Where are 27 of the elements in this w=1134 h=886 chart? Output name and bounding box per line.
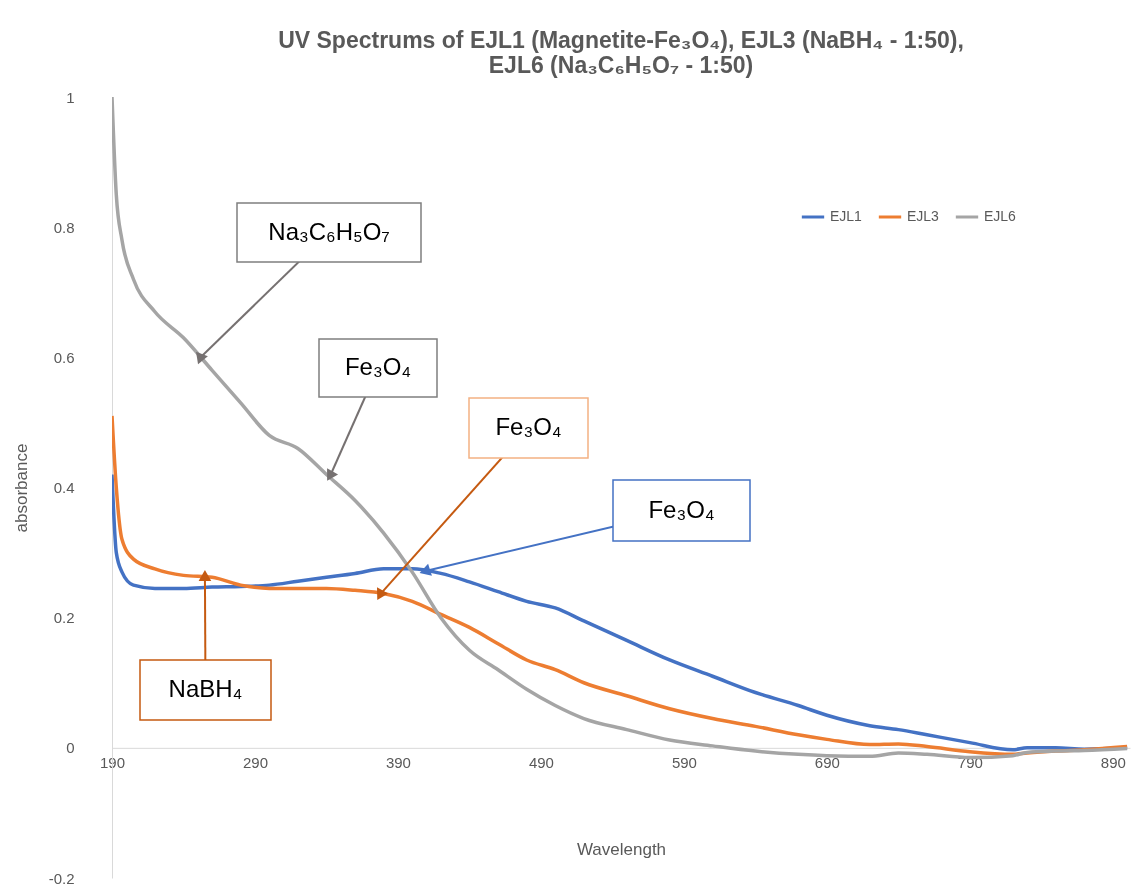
y-tick-label: 1 [66, 88, 75, 106]
annotation: NaBH₄ [168, 675, 243, 702]
x-tick-label: 890 [1100, 754, 1126, 772]
y-axis-title: absorbance [11, 443, 31, 533]
annotation: Fe₃O₄ [648, 495, 715, 523]
y-tick-label: 0.4 [53, 479, 75, 496]
x-axis-title: Wavelength [576, 839, 667, 859]
line-series [112, 97, 1129, 760]
x-tick-label: 390 [385, 754, 411, 772]
legend-label: EJL3 [907, 208, 940, 224]
x-tick-label: 190 [99, 754, 126, 772]
x-tick-label: 590 [671, 754, 697, 772]
y-tick-label: -0.2 [48, 869, 75, 886]
y-tick-label: 0 [66, 739, 75, 757]
x-tick-label: 490 [528, 754, 554, 772]
annotation: Fe₃O₄ [495, 413, 562, 440]
y-tick-label: 0.2 [53, 609, 75, 627]
annotation: Na₃C₆H₅O₇ [268, 217, 390, 245]
text: UV Spectrums of EJL1 (Magnetite-Fe₃O₄), EJL3 (NaBH₄ - 1:50), [278, 27, 964, 53]
x-tick-label: 690 [814, 754, 840, 772]
annotation: Fe₃O₄ [344, 353, 412, 380]
text: EJL6 (Na₃C₆H₅O₇ - 1:50) [488, 52, 754, 78]
y-tick-label: 0.8 [53, 218, 75, 236]
y-tick-label: 0.6 [53, 348, 75, 366]
x-tick-label: 290 [242, 754, 268, 772]
legend-label: EJL6 [984, 208, 1017, 224]
legend-label: EJL1 [830, 208, 863, 224]
